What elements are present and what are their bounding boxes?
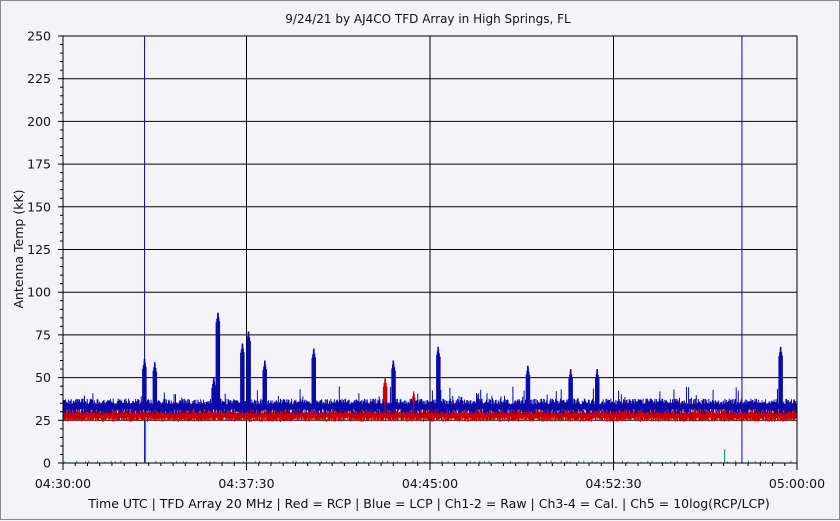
chart-title: 9/24/21 by AJ4CO TFD Array in High Sprin… <box>285 12 571 26</box>
y-tick-label: 225 <box>27 71 51 86</box>
x-tick-label: 04:52:30 <box>585 476 641 491</box>
y-axis-ticks: 0 25 50 75 100 125 150 175 200 225 250 <box>27 29 63 471</box>
x-tick-label: 04:30:00 <box>35 476 91 491</box>
plot-area <box>62 35 798 464</box>
x-tick-label: 05:00:00 <box>769 476 825 491</box>
x-tick-label: 04:45:00 <box>402 476 458 491</box>
y-tick-label: 125 <box>27 242 51 257</box>
y-axis-label: Antenna Temp (kK) <box>11 189 26 308</box>
y-tick-label: 0 <box>43 456 51 471</box>
y-tick-label: 200 <box>27 114 51 129</box>
x-axis-label: Time UTC | TFD Array 20 MHz | Red = RCP … <box>87 496 769 511</box>
y-tick-label: 250 <box>27 29 51 44</box>
x-tick-label: 04:37:30 <box>218 476 274 491</box>
y-tick-label: 100 <box>27 285 51 300</box>
y-tick-label: 150 <box>27 199 51 214</box>
y-tick-label: 50 <box>35 370 51 385</box>
x-axis-ticks: 04:30:00 04:37:30 04:45:00 04:52:30 05:00:00 <box>35 463 825 491</box>
y-tick-label: 175 <box>27 157 51 172</box>
y-tick-label: 25 <box>35 413 51 428</box>
y-tick-label: 75 <box>35 327 51 342</box>
